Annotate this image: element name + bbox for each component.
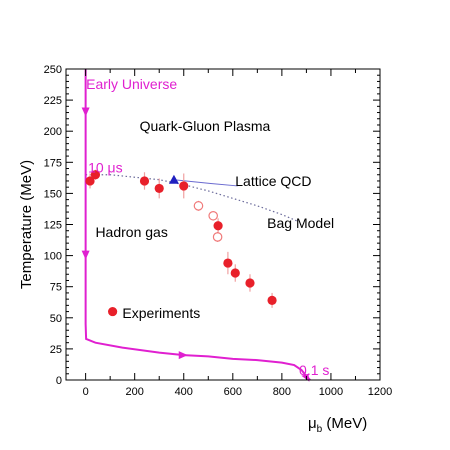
open-data-point (208, 210, 218, 221)
annotation-early-universe: Early Universe (86, 76, 177, 92)
experiment-data-point (223, 258, 233, 268)
experiment-data-point (85, 176, 95, 186)
y-tick-label: 200 (44, 126, 62, 138)
y-tick-label: 175 (44, 157, 62, 169)
x-tick-label: 1200 (368, 386, 392, 398)
x-tick-label: 0 (83, 386, 89, 398)
experiment-data-point (245, 278, 255, 288)
annotation-hadron-gas: Hadron gas (95, 224, 167, 240)
y-tick-label: 0 (56, 375, 62, 387)
annotation-lattice-qcd: Lattice QCD (235, 173, 311, 189)
x-tick-label: 800 (273, 386, 291, 398)
experiment-data-point (179, 181, 189, 191)
annotation-quark-gluon-plasma: Quark-Gluon Plasma (140, 118, 271, 134)
y-tick-label: 25 (50, 344, 62, 356)
experiment-data-point (230, 268, 240, 278)
annotation-10-s: 10 μs (88, 159, 123, 175)
annotation-experiments: Experiments (122, 305, 200, 321)
x-tick-label: 200 (126, 386, 144, 398)
early-universe-trajectory (84, 69, 311, 381)
y-tick-label: 150 (44, 188, 62, 200)
experiment-data-point (139, 176, 150, 186)
annotation-0-1-s: 0.1 s (299, 362, 329, 378)
y-tick-label: 100 (44, 251, 62, 263)
y-tick-label: 50 (50, 313, 62, 325)
trajectory-arrow (81, 107, 90, 117)
y-axis-title: Temperature (MeV) (18, 160, 35, 289)
x-axis-title-unit: (MeV) (322, 415, 367, 432)
y-tick-label: 75 (50, 282, 62, 294)
experiment-data-point (90, 170, 101, 180)
experiment-data-point (267, 295, 277, 305)
y-tick-label: 125 (44, 220, 62, 232)
plot-area (81, 69, 311, 382)
legend-experiments-marker (108, 306, 118, 317)
x-tick-label: 600 (224, 386, 242, 398)
x-axis-title: μb (MeV) (308, 415, 367, 435)
x-tick-label: 1000 (319, 386, 343, 398)
bag-model-line (85, 174, 297, 222)
x-axis-title-subscript: b (317, 424, 323, 435)
experiment-data-point (154, 183, 164, 194)
annotation-bag-model: Bag Model (267, 215, 334, 231)
axes: 0 200 400 600 800 1000 1200 0 25 50 75 100 125 150 175… (18, 64, 392, 435)
lattice-qcd-point (168, 174, 179, 184)
y-tick-label: 225 (44, 95, 62, 107)
trajectory-arrow (178, 351, 188, 360)
open-data-point (193, 201, 204, 211)
experiment-data-point (213, 221, 223, 231)
annotations: Early Universe 10 μs Quark-Gluon Plasma Lat… (86, 76, 334, 378)
x-tick-label: 400 (175, 386, 193, 398)
y-tick-label: 250 (44, 64, 62, 76)
open-data-point (212, 232, 223, 242)
lattice-qcd-line (173, 179, 238, 187)
x-axis-title-symbol: μ (308, 415, 317, 432)
trajectory-arrow (81, 250, 90, 260)
